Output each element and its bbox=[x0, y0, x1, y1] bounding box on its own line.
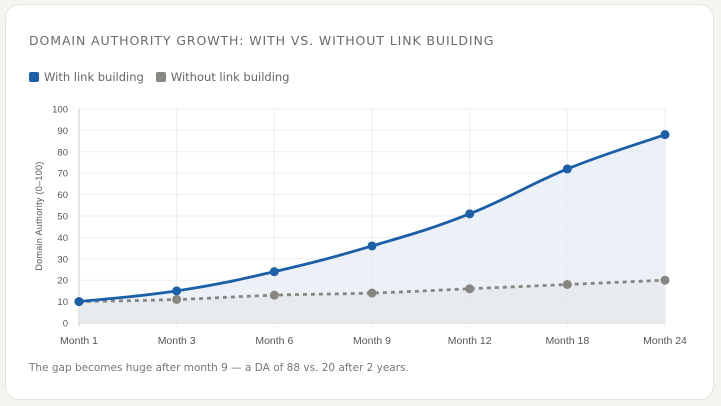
legend: With link building Without link building bbox=[29, 70, 289, 84]
data-point-without bbox=[465, 284, 475, 294]
legend-swatch-without bbox=[155, 72, 166, 82]
chart-title: DOMAIN AUTHORITY GROWTH: WITH VS. WITHOU… bbox=[29, 33, 495, 48]
y-tick-label: 30 bbox=[57, 254, 68, 265]
y-axis-label: Domain Authority (0–100) bbox=[34, 161, 44, 270]
data-point-with bbox=[172, 286, 182, 296]
x-tick-label: Month 6 bbox=[255, 335, 293, 347]
y-tick-label: 50 bbox=[57, 212, 68, 223]
legend-label-without: Without link building bbox=[170, 70, 290, 84]
series-area-0 bbox=[79, 134, 665, 323]
x-tick-label: Month 3 bbox=[158, 335, 196, 347]
chart-note: The gap becomes huge after month 9 — a D… bbox=[29, 362, 409, 374]
data-point-with bbox=[660, 130, 670, 140]
data-point-with bbox=[465, 209, 475, 219]
x-tick-label: Month 9 bbox=[353, 335, 391, 347]
legend-swatch-with bbox=[29, 72, 39, 82]
y-tick-label: 90 bbox=[57, 126, 68, 137]
y-tick-label: 70 bbox=[57, 169, 68, 180]
series-area-1 bbox=[79, 280, 665, 323]
legend-item-with[interactable]: With link building bbox=[29, 70, 144, 84]
y-tick-label: 60 bbox=[57, 190, 68, 201]
data-point-without bbox=[172, 294, 182, 304]
data-point-without bbox=[660, 275, 670, 285]
x-tick-label: Month 12 bbox=[448, 335, 492, 347]
data-point-without bbox=[269, 290, 279, 300]
y-tick-label: 40 bbox=[57, 233, 68, 244]
legend-label-with: With link building bbox=[44, 70, 144, 84]
data-point-with bbox=[367, 241, 377, 251]
y-tick-label: 100 bbox=[52, 105, 68, 116]
data-point-without bbox=[562, 279, 572, 289]
x-tick-label: Month 1 bbox=[60, 335, 98, 347]
y-tick-label: 20 bbox=[57, 276, 68, 287]
y-tick-label: 10 bbox=[57, 297, 68, 308]
data-point-without bbox=[367, 288, 377, 298]
data-point-with bbox=[74, 297, 84, 307]
x-tick-label: Month 18 bbox=[545, 335, 589, 347]
data-point-with bbox=[562, 164, 572, 174]
y-tick-label: 0 bbox=[63, 319, 68, 330]
x-tick-label: Month 24 bbox=[643, 335, 687, 347]
legend-item-without[interactable]: Without link building bbox=[155, 70, 290, 84]
y-tick-label: 80 bbox=[57, 147, 68, 158]
data-point-with bbox=[269, 267, 279, 277]
